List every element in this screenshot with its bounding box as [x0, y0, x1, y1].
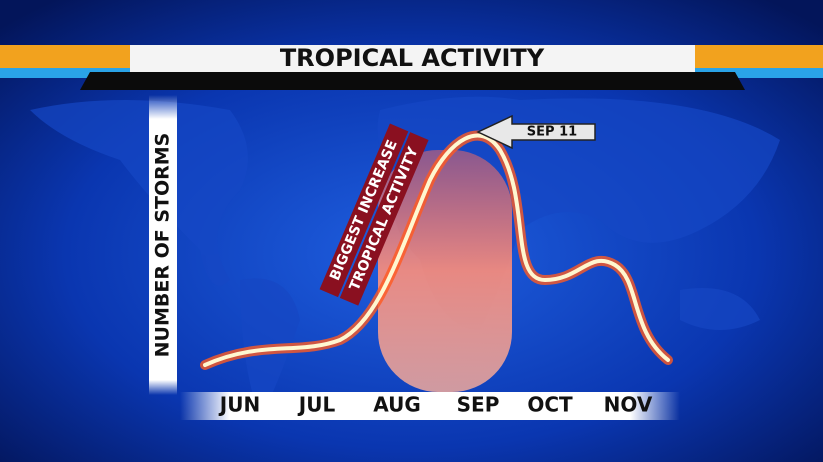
month-label: JUN	[218, 393, 260, 417]
peak-arrow	[476, 114, 596, 150]
month-label: SEP	[457, 393, 500, 417]
month-label: NOV	[604, 393, 653, 417]
x-label-bar	[180, 392, 680, 420]
annotation-bg	[319, 123, 409, 298]
activity-curve	[203, 133, 670, 367]
title-bar	[130, 45, 695, 72]
title: TROPICAL ACTIVITY	[280, 44, 545, 72]
month-label: JUL	[297, 393, 336, 417]
highlight-band	[378, 150, 512, 392]
y-label-bar	[149, 95, 177, 395]
peak-label: SEP 11	[527, 125, 577, 140]
y-axis-label: NUMBER OF STORMS	[152, 133, 174, 358]
month-label: OCT	[527, 393, 573, 417]
month-label: AUG	[373, 393, 421, 417]
annotation-bg	[339, 132, 429, 306]
banner-base	[80, 72, 745, 90]
